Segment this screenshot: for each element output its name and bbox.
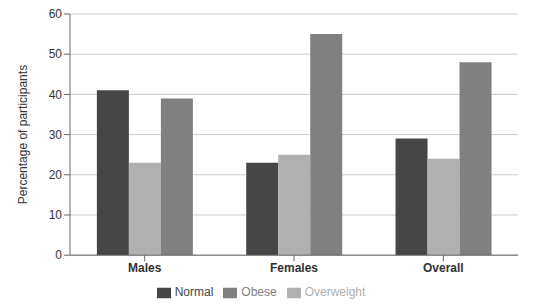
svg-text:Females: Females xyxy=(270,261,318,275)
svg-text:10: 10 xyxy=(49,208,63,222)
svg-text:20: 20 xyxy=(49,168,63,182)
svg-text:Percentage of participants: Percentage of participants xyxy=(16,65,30,204)
svg-text:Males: Males xyxy=(128,261,162,275)
html-text:Overweight: Overweight xyxy=(304,285,366,300)
svg-text:60: 60 xyxy=(49,7,63,21)
svg-text:30: 30 xyxy=(49,128,63,142)
html-text:Normal: Normal xyxy=(174,285,214,300)
svg-text:Overall: Overall xyxy=(423,261,464,275)
svg-text:0: 0 xyxy=(55,248,62,262)
html-text:Obese: Obese xyxy=(241,285,277,300)
svg-text:40: 40 xyxy=(49,88,63,102)
svg-text:50: 50 xyxy=(49,47,63,61)
